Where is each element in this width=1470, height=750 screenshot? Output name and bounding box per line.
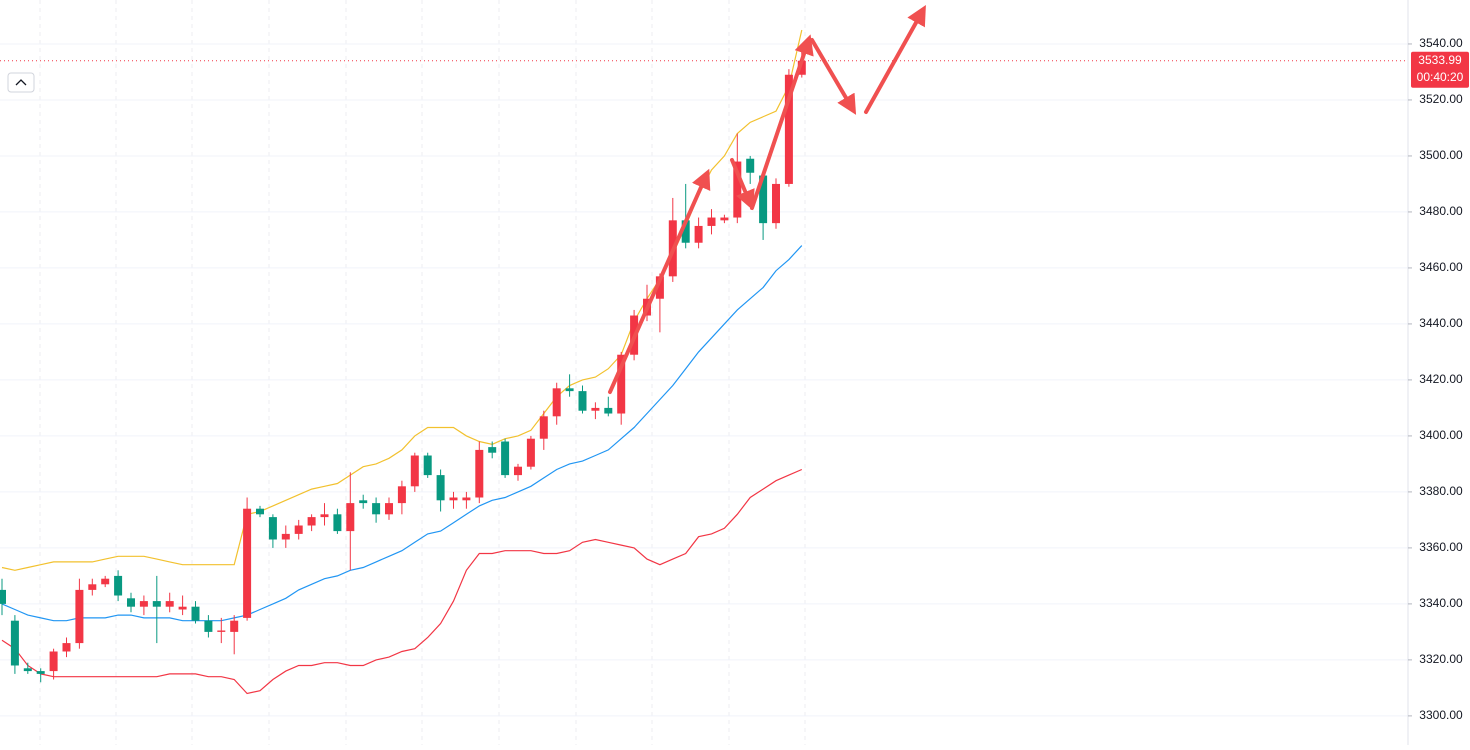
- candle-body: [462, 497, 471, 501]
- candle-body: [604, 407, 613, 414]
- candle-body: [720, 217, 729, 221]
- candle-body: [62, 643, 71, 652]
- candle-body: [320, 514, 329, 518]
- candle-body: [759, 175, 768, 224]
- candle-body: [539, 416, 548, 439]
- candle-body: [578, 391, 587, 411]
- candle-body: [230, 620, 239, 632]
- candle-body: [10, 620, 19, 666]
- candle-body: [501, 441, 510, 476]
- candle-body: [346, 503, 355, 532]
- candle-body: [268, 517, 277, 540]
- y-tick-label: 3500.00: [1419, 148, 1463, 162]
- candle-body: [694, 225, 703, 243]
- candle-body: [243, 508, 252, 618]
- vertical-grid: [39, 0, 806, 745]
- y-tick-label: 3360.00: [1419, 540, 1463, 554]
- candle-body: [165, 601, 174, 607]
- candle-body: [784, 74, 793, 184]
- candle-body: [333, 514, 342, 532]
- y-tick-label: 3380.00: [1419, 484, 1463, 498]
- candle-body: [655, 276, 664, 299]
- candle-body: [23, 668, 32, 672]
- candle-body: [49, 651, 58, 672]
- candle-body: [681, 220, 690, 243]
- candle-body: [397, 486, 406, 504]
- candle-body: [294, 525, 303, 534]
- candle-body: [88, 584, 97, 590]
- candle-body: [565, 388, 574, 392]
- candle-body: [139, 601, 148, 607]
- y-tick-label: 3420.00: [1419, 372, 1463, 386]
- y-tick-label: 3400.00: [1419, 428, 1463, 442]
- candle-body: [75, 589, 84, 644]
- y-tick-label: 3520.00: [1419, 92, 1463, 106]
- bollinger-band: [1, 468, 803, 695]
- candle-body: [436, 475, 445, 501]
- candle-body: [772, 183, 780, 224]
- y-tick-label: 3320.00: [1419, 652, 1463, 666]
- candle-body: [256, 508, 264, 515]
- candle-body: [0, 589, 6, 604]
- y-tick-label: 3340.00: [1419, 596, 1463, 610]
- y-tick-label: 3540.00: [1419, 36, 1463, 50]
- candle-body: [217, 630, 226, 632]
- candle-body: [707, 217, 716, 226]
- candle-body: [552, 388, 561, 417]
- candle-body: [36, 671, 45, 674]
- candle-body: [307, 517, 316, 526]
- candle-body: [746, 158, 755, 173]
- last-price-label: 3533.99: [1418, 53, 1462, 67]
- y-tick-label: 3460.00: [1419, 260, 1463, 274]
- candle-body: [449, 497, 458, 501]
- candle-body: [152, 601, 161, 607]
- last-price-box: 3533.99 00:40:20: [1411, 51, 1469, 88]
- y-tick-label: 3300.00: [1419, 708, 1463, 722]
- candle-body: [191, 606, 200, 621]
- candle-body: [591, 407, 600, 411]
- drawn-arrows: [608, 5, 926, 394]
- candle-body: [526, 438, 535, 467]
- candle-body: [281, 533, 290, 540]
- candle-body: [475, 449, 484, 498]
- candle-body: [114, 575, 123, 596]
- candle-body: [797, 60, 806, 75]
- y-tick-label: 3440.00: [1419, 316, 1463, 330]
- candle-body: [101, 578, 110, 585]
- candle-body: [372, 503, 381, 515]
- candle-body: [127, 598, 135, 607]
- bollinger-band: [1, 245, 803, 622]
- candle-body: [488, 447, 497, 453]
- candle-body: [423, 455, 432, 476]
- y-tick-label: 3480.00: [1419, 204, 1463, 218]
- candle-body: [410, 455, 419, 487]
- collapse-button[interactable]: [7, 72, 35, 93]
- candle-body: [514, 466, 522, 476]
- countdown-label: 00:40:20: [1417, 70, 1464, 84]
- candle-body: [385, 503, 393, 515]
- candle-body: [359, 500, 368, 504]
- candle-body: [617, 354, 626, 414]
- candle-body: [204, 620, 213, 632]
- candle-body: [178, 606, 187, 610]
